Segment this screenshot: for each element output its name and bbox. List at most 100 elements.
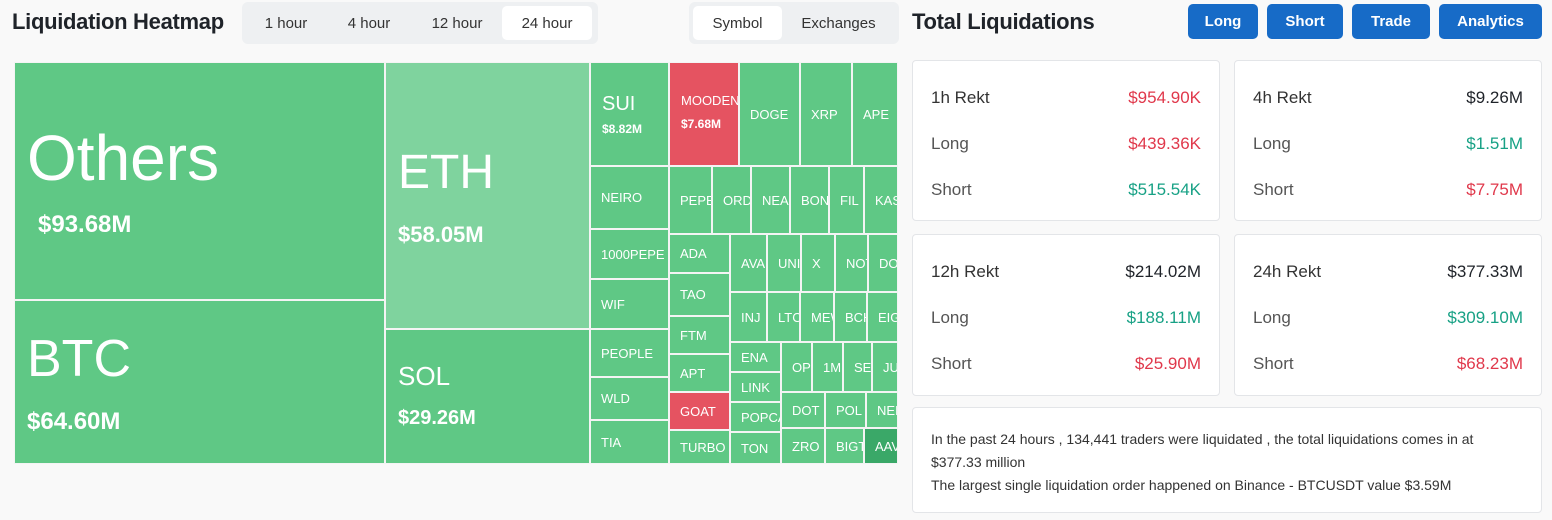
nav-button[interactable]: Analytics [1439,4,1542,39]
heatmap-tile[interactable]: PEOPLE [590,329,669,377]
row-label: Short [931,180,972,199]
heatmap-tile[interactable]: TON [730,432,781,464]
summary-line: In the past 24 hours , 134,441 traders w… [931,431,1474,470]
heatmap-tile[interactable]: FTM [669,316,730,354]
nav-button[interactable]: Short [1267,4,1343,39]
heatmap-tile[interactable]: INJ [730,292,767,342]
card-row: Short $68.23M [1253,354,1523,374]
heatmap-tile[interactable]: POL [825,392,866,428]
heatmap-tile[interactable]: APE [852,62,898,166]
heatmap-tile[interactable]: TAO [669,273,730,316]
heatmap-tile[interactable]: BON [790,166,829,234]
heatmap-tile[interactable]: OP [781,342,812,392]
heatmap-tile[interactable]: BTC $64.60M [14,300,385,464]
tile-name: UNI [778,255,801,271]
heatmap-tile[interactable]: ENA [730,342,781,372]
heatmap-tile[interactable]: BCH [834,292,867,342]
nav-button[interactable]: Trade [1352,4,1430,39]
heatmap-tile[interactable]: TURBO [669,430,730,464]
heatmap-tile[interactable]: FIL [829,166,864,234]
heatmap-tile[interactable]: BIGT [825,428,864,464]
tile-name: TAO [680,287,706,302]
tile-name: FTM [680,327,707,343]
rekt-card: 1h Rekt $954.90K Long $439.36K Short $515.54K [912,60,1220,221]
rekt-card: 12h Rekt $214.02M Long $188.11M Short $25.90M [912,234,1220,396]
tile-name: ORD [723,192,751,208]
heatmap-title: Liquidation Heatmap [12,9,224,34]
heatmap-tile[interactable]: MEW [800,292,834,342]
card-row: Short $515.54K [931,180,1201,200]
rekt-card: 24h Rekt $377.33M Long $309.10M Short $68.23M [1234,234,1542,396]
heatmap-tile[interactable]: 1000PEPE [590,229,669,279]
card-row: Long $439.36K [931,134,1201,154]
heatmap-tile[interactable]: NEI [866,392,898,428]
heatmap-tile[interactable]: NEIRO [590,166,669,229]
heatmap-tile[interactable]: MOODEN $7.68M [669,62,739,166]
row-label: 4h Rekt [1253,88,1312,107]
tile-name: ZRO [792,438,820,454]
heatmap-tile[interactable]: AVA [730,234,767,292]
time-tab[interactable]: 4 hour [347,14,391,32]
heatmap-tile[interactable]: SOL $29.26M [385,329,590,464]
heatmap-tile[interactable]: LINK [730,372,781,402]
heatmap-tile[interactable]: LTC [767,292,800,342]
tile-name: SOL [398,361,451,391]
heatmap-tile[interactable]: KAS [864,166,898,234]
heatmap-tile[interactable]: JU [872,342,898,392]
tile-name: LTC [778,309,800,325]
tile-name: BTC [27,330,131,388]
heatmap-tile[interactable]: PEPE [669,166,712,234]
tile-name: OP [792,359,811,375]
row-label: 1h Rekt [931,88,990,107]
heatmap-tile[interactable]: X [801,234,835,292]
heatmap-tile[interactable]: ZRO [781,428,825,464]
heatmap-tile[interactable]: DOG [868,234,898,292]
heatmap-tile[interactable]: Others $93.68M [14,62,385,300]
time-tab[interactable]: 24 hour [502,6,592,40]
tile-name: APT [680,365,706,381]
tile-name: TON [741,440,769,456]
time-tabs: 1 hour 4 hour 12 hour 24 hour [242,2,598,44]
row-label: Long [1253,134,1291,153]
heatmap-tile[interactable]: NOT [835,234,868,292]
heatmap-tile[interactable]: TIA [590,420,669,464]
heatmap-tile[interactable]: SE [843,342,872,392]
tile-name: MEW [811,309,833,325]
heatmap-tile[interactable]: POPCA [730,402,781,432]
heatmap-tile[interactable]: DOT [781,392,825,428]
heatmap-tile[interactable]: ORD [712,166,751,234]
view-tab[interactable]: Symbol [693,6,782,40]
heatmap-tile[interactable]: ETH $58.05M [385,62,590,329]
tile-value: $7.68M [681,117,722,131]
row-value: $1.51M [1466,134,1523,153]
time-tab[interactable]: 12 hour [431,14,483,32]
tile-value: $8.82M [602,122,643,136]
heatmap-tile[interactable]: WLD [590,377,669,420]
row-value: $68.23M [1456,354,1523,373]
heatmap-tile[interactable]: APT [669,354,730,392]
time-tab[interactable]: 1 hour [264,14,308,32]
heatmap-tile[interactable]: GOAT [669,392,730,430]
tile-name: PEPE [680,192,712,208]
heatmap-tile[interactable]: NEA [751,166,790,234]
heatmap-tile[interactable]: ADA [669,234,730,273]
heatmap-tile[interactable]: AAV [864,428,898,464]
tile-value: $93.68M [38,211,132,239]
heatmap-tile[interactable]: XRP [800,62,852,166]
tile-name: TIA [601,434,622,450]
heatmap-tile[interactable]: SUI $8.82M [590,62,669,166]
tile-name: JU [883,359,898,375]
heatmap-tile[interactable]: UNI [767,234,801,292]
nav-button[interactable]: Long [1188,4,1258,39]
view-tab[interactable]: Exchanges [801,14,876,32]
heatmap-tile[interactable]: WIF [590,279,669,329]
heatmap-tile[interactable]: 1M [812,342,843,392]
row-label: Long [931,308,969,327]
tile-name: FIL [840,192,859,208]
row-value: $515.54K [1128,180,1201,199]
tile-name: SUI [602,93,636,115]
heatmap-tile[interactable]: DOGE [739,62,800,166]
card-row: Long $309.10M [1253,308,1523,328]
heatmap-tile[interactable]: EIG [867,292,898,342]
tile-name: NEA [762,192,789,208]
